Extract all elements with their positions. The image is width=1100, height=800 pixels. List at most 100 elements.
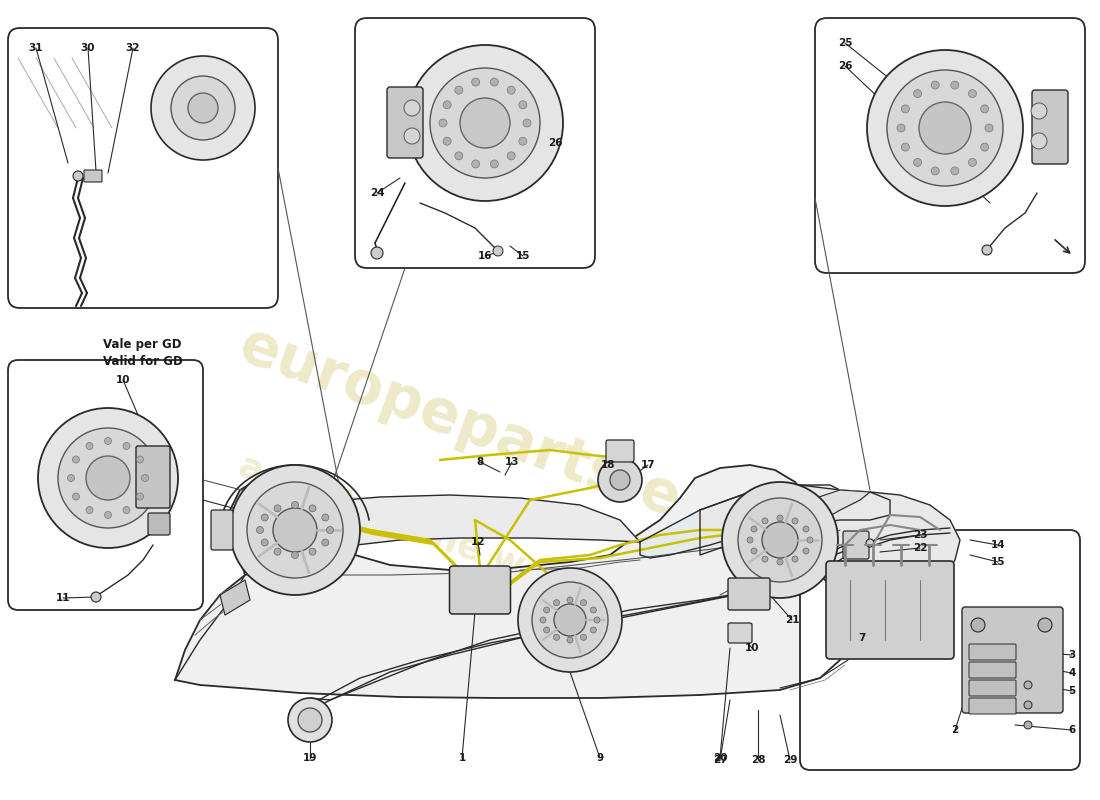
Text: 11: 11 <box>56 593 70 603</box>
Text: 8: 8 <box>476 457 484 467</box>
Circle shape <box>309 505 316 512</box>
Text: 31: 31 <box>29 43 43 53</box>
Circle shape <box>188 93 218 123</box>
Circle shape <box>39 408 178 548</box>
Circle shape <box>792 556 798 562</box>
FancyBboxPatch shape <box>815 18 1085 273</box>
Circle shape <box>507 152 515 160</box>
Circle shape <box>554 604 586 636</box>
Circle shape <box>309 548 316 555</box>
Circle shape <box>519 101 527 109</box>
Circle shape <box>1024 721 1032 729</box>
Text: 2: 2 <box>952 725 958 735</box>
Polygon shape <box>700 485 890 555</box>
FancyBboxPatch shape <box>843 531 869 559</box>
Circle shape <box>610 470 630 490</box>
Circle shape <box>971 618 984 632</box>
FancyBboxPatch shape <box>826 561 954 659</box>
Text: a part of the world: a part of the world <box>234 449 606 611</box>
Circle shape <box>86 456 130 500</box>
Circle shape <box>439 119 447 127</box>
Circle shape <box>792 518 798 524</box>
Circle shape <box>273 508 317 552</box>
Circle shape <box>73 171 82 181</box>
Text: 15: 15 <box>991 557 1005 567</box>
Text: 19: 19 <box>302 753 317 763</box>
Circle shape <box>566 637 573 643</box>
Text: 6: 6 <box>1068 725 1076 735</box>
Text: 16: 16 <box>477 251 493 261</box>
Text: 17: 17 <box>640 460 656 470</box>
Circle shape <box>327 526 333 534</box>
Circle shape <box>980 105 989 113</box>
Circle shape <box>322 514 329 521</box>
Circle shape <box>777 515 783 521</box>
Circle shape <box>1031 103 1047 119</box>
Circle shape <box>493 246 503 256</box>
Circle shape <box>532 582 608 658</box>
Circle shape <box>980 143 989 151</box>
Circle shape <box>1031 133 1047 149</box>
Circle shape <box>968 90 977 98</box>
Text: 7: 7 <box>858 633 866 643</box>
Circle shape <box>722 482 838 598</box>
Circle shape <box>136 493 143 500</box>
Circle shape <box>123 442 130 450</box>
Circle shape <box>594 617 600 623</box>
Circle shape <box>968 158 977 166</box>
Text: 30: 30 <box>80 43 96 53</box>
Circle shape <box>73 493 79 500</box>
Circle shape <box>86 506 94 514</box>
Text: 10: 10 <box>116 375 130 385</box>
Circle shape <box>540 617 546 623</box>
Text: 26: 26 <box>548 138 562 148</box>
Polygon shape <box>175 465 848 698</box>
Circle shape <box>256 526 264 534</box>
Circle shape <box>807 537 813 543</box>
FancyBboxPatch shape <box>8 28 278 308</box>
Circle shape <box>581 600 586 606</box>
Circle shape <box>67 474 75 482</box>
Circle shape <box>151 56 255 160</box>
Circle shape <box>518 568 622 672</box>
Circle shape <box>591 607 596 613</box>
Circle shape <box>274 505 280 512</box>
Circle shape <box>803 526 808 532</box>
Text: 20: 20 <box>713 753 727 763</box>
Circle shape <box>762 518 768 524</box>
Circle shape <box>170 76 235 140</box>
FancyBboxPatch shape <box>728 578 770 610</box>
FancyBboxPatch shape <box>962 607 1063 713</box>
Circle shape <box>591 627 596 633</box>
Circle shape <box>896 124 905 132</box>
Circle shape <box>460 98 510 148</box>
Circle shape <box>136 456 143 463</box>
FancyBboxPatch shape <box>211 510 233 550</box>
Circle shape <box>1024 701 1032 709</box>
Circle shape <box>950 81 959 89</box>
Circle shape <box>443 138 451 146</box>
Circle shape <box>747 537 754 543</box>
Circle shape <box>407 45 563 201</box>
FancyBboxPatch shape <box>136 446 170 508</box>
Circle shape <box>751 526 757 532</box>
Circle shape <box>261 514 268 521</box>
FancyBboxPatch shape <box>84 170 102 182</box>
Circle shape <box>248 482 343 578</box>
Circle shape <box>454 152 463 160</box>
FancyBboxPatch shape <box>1032 90 1068 164</box>
Circle shape <box>950 167 959 175</box>
Circle shape <box>322 539 329 546</box>
Circle shape <box>982 245 992 255</box>
Circle shape <box>738 498 822 582</box>
Circle shape <box>932 167 939 175</box>
Polygon shape <box>810 490 870 548</box>
Polygon shape <box>640 485 840 558</box>
Text: 32: 32 <box>125 43 141 53</box>
Text: 24: 24 <box>370 188 384 198</box>
FancyBboxPatch shape <box>969 644 1016 660</box>
Circle shape <box>1024 681 1032 689</box>
Circle shape <box>762 522 798 558</box>
Circle shape <box>751 548 757 554</box>
FancyBboxPatch shape <box>8 360 203 610</box>
